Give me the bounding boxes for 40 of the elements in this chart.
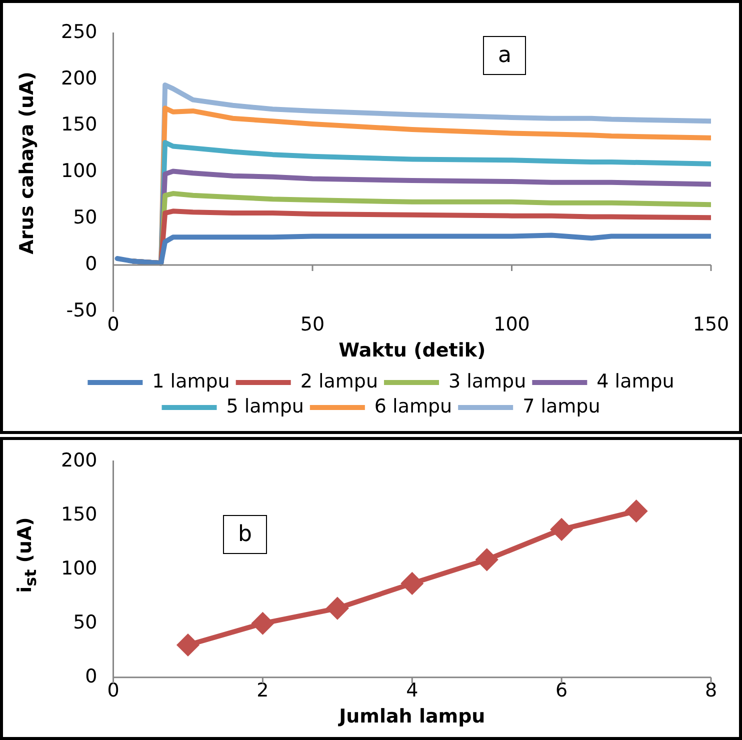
x-tick-label: 50	[300, 314, 325, 336]
y-tick-label: 0	[85, 252, 98, 275]
annotation: a	[483, 36, 526, 75]
point	[402, 572, 423, 594]
legend-label: 1 lampu	[152, 370, 230, 392]
y-tick-label: 150	[61, 503, 98, 526]
annotation: b	[223, 515, 267, 554]
y-tick-label: 50	[73, 611, 98, 634]
y-tick-label: 50	[73, 206, 98, 229]
point	[626, 500, 647, 522]
x-tick-label: 4	[406, 680, 418, 702]
y-tick-label: -50	[66, 299, 98, 322]
x-tick-label: 0	[107, 680, 120, 702]
legend-label: 7 lampu	[522, 395, 600, 418]
point	[326, 598, 348, 619]
legend-label: 5 lampu	[226, 395, 304, 418]
x-tick-label: 8	[704, 680, 718, 702]
legend-label: 4 lampu	[596, 370, 674, 392]
y-tick-label: 100	[61, 160, 98, 182]
x-axis-title: Jumlah lampu	[337, 706, 486, 728]
y-tick-label: 100	[61, 557, 98, 580]
x-tick-label: 2	[256, 680, 269, 702]
point	[177, 634, 198, 656]
y-tick-label: 250	[61, 20, 98, 43]
legend-label: 6 lampu	[374, 395, 452, 418]
x-tick-label: 0	[107, 314, 120, 336]
y-tick-label: 0	[85, 665, 98, 688]
x-axis-title: Waktu (detik)	[338, 340, 486, 362]
y-tick-label: 150	[61, 114, 98, 136]
x-tick-label: 150	[692, 314, 730, 336]
legend-label: 2 lampu	[300, 370, 378, 392]
legend-label: 3 lampu	[448, 370, 526, 392]
x-tick-label: 100	[494, 314, 530, 336]
point	[476, 549, 498, 570]
x-tick-label: 6	[556, 680, 568, 702]
point	[551, 518, 572, 540]
y-tick-label: 200	[61, 67, 98, 90]
y-tick-label: 200	[61, 449, 98, 472]
point	[252, 612, 274, 634]
y-axis-title: Arus cahaya (uA)	[16, 72, 38, 254]
